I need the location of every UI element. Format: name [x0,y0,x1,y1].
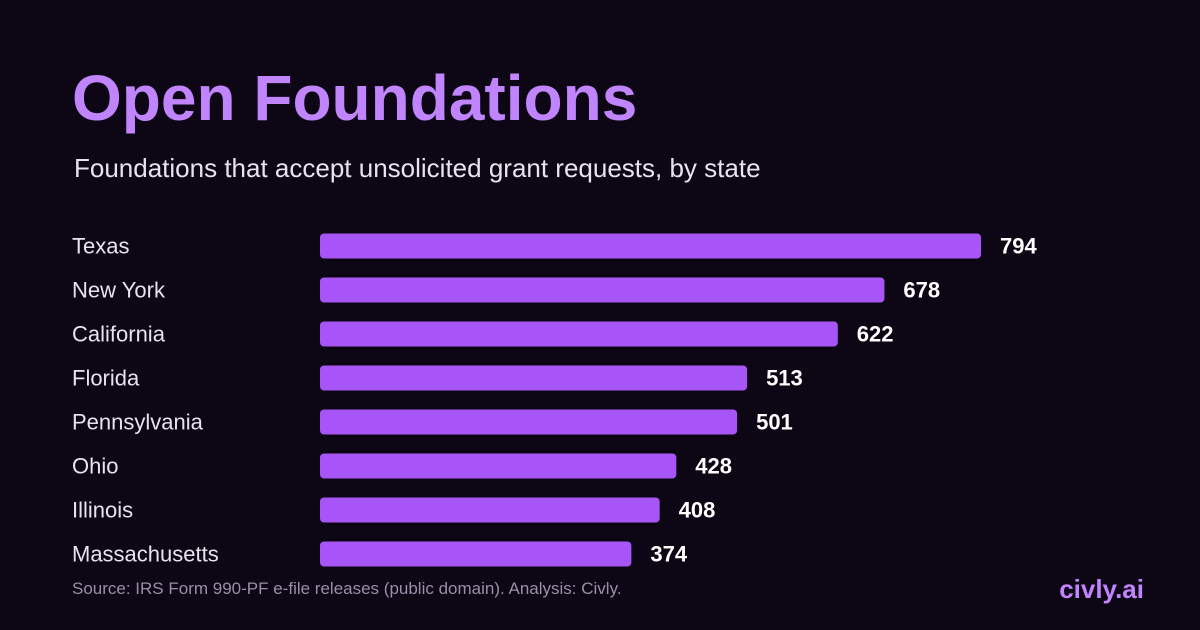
value-label-massachusetts: 374 [650,542,687,567]
value-label-texas: 794 [1000,234,1037,259]
category-label-florida: Florida [72,366,140,391]
category-label-california: California [72,322,166,347]
category-label-new-york: New York [72,278,166,303]
bar-california [320,321,838,347]
bar-massachusetts [320,541,632,567]
bar-ohio [320,453,677,479]
value-label-ohio: 428 [695,454,732,479]
bar-illinois [320,497,660,523]
value-label-california: 622 [857,322,894,347]
category-label-ohio: Ohio [72,454,118,479]
value-label-illinois: 408 [679,498,716,523]
source-note: Source: IRS Form 990-PF e-file releases … [72,579,622,598]
category-label-massachusetts: Massachusetts [72,542,219,567]
chart-subtitle: Foundations that accept unsolicited gran… [74,153,761,183]
value-label-new-york: 678 [903,278,940,303]
value-label-pennsylvania: 501 [756,410,793,435]
category-label-pennsylvania: Pennsylvania [72,410,204,435]
bar-florida [320,365,748,391]
value-label-florida: 513 [766,366,803,391]
chart-title: Open Foundations [72,62,638,134]
brand-logo-text[interactable]: civly.ai [1059,574,1144,604]
category-label-texas: Texas [72,234,129,259]
bar-texas [320,233,981,259]
bar-pennsylvania [320,409,738,435]
bar-new-york [320,277,885,303]
category-label-illinois: Illinois [72,498,133,523]
